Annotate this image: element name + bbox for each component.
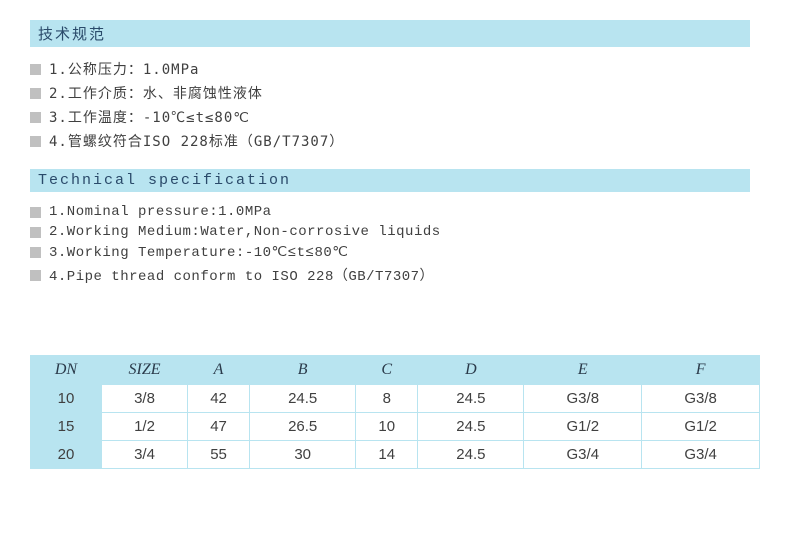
col-header: SIZE [102,356,188,385]
spec-item: 4.管螺纹符合ISO 228标准（GB/T7307） [30,131,770,151]
table-row: 15 1/2 47 26.5 10 24.5 G1/2 G1/2 [31,413,760,441]
col-header: DN [31,356,102,385]
col-header: B [250,356,356,385]
cell: 8 [356,385,418,413]
cell: 47 [188,413,250,441]
cell: G3/4 [642,441,760,469]
cell: 24.5 [250,385,356,413]
cell: 1/2 [102,413,188,441]
cell: 30 [250,441,356,469]
zh-spec-list: 1.公称压力：1.0MPa 2.工作介质：水、非腐蚀性液体 3.工作温度：-10… [30,59,770,151]
en-spec-list: 1.Nominal pressure:1.0MPa 2.Working Medi… [30,204,770,285]
cell: 24.5 [418,441,524,469]
bullet-icon [30,88,41,99]
zh-section-header: 技术规范 [30,20,750,47]
spec-item: 2.工作介质：水、非腐蚀性液体 [30,83,770,103]
spec-text: 3.Working Temperature:-10℃≤t≤80℃ [49,244,349,261]
col-header: A [188,356,250,385]
cell: 14 [356,441,418,469]
table-header-row: DN SIZE A B C D E F [31,356,760,385]
spec-text: 4.管螺纹符合ISO 228标准（GB/T7307） [49,131,344,151]
cell: 42 [188,385,250,413]
col-header: E [524,356,642,385]
spec-item: 3.Working Temperature:-10℃≤t≤80℃ [30,244,770,261]
table-row: 10 3/8 42 24.5 8 24.5 G3/8 G3/8 [31,385,760,413]
cell: G3/8 [642,385,760,413]
col-header: D [418,356,524,385]
col-header: F [642,356,760,385]
en-section-header: Technical specification [30,169,750,192]
spec-item: 4.Pipe thread conform to ISO 228（GB/T730… [30,265,770,285]
bullet-icon [30,247,41,258]
dimensions-table-wrap: DN SIZE A B C D E F 10 3/8 42 24.5 8 24.… [30,355,770,469]
spec-text: 1.公称压力：1.0MPa [49,59,199,79]
bullet-icon [30,64,41,75]
spec-item: 3.工作温度：-10℃≤t≤80℃ [30,107,770,127]
cell: 24.5 [418,385,524,413]
spec-item: 1.公称压力：1.0MPa [30,59,770,79]
cell: 24.5 [418,413,524,441]
cell: G1/2 [642,413,760,441]
cell: 15 [31,413,102,441]
spec-text: 1.Nominal pressure:1.0MPa [49,204,272,220]
cell: 20 [31,441,102,469]
cell: 55 [188,441,250,469]
table-row: 20 3/4 55 30 14 24.5 G3/4 G3/4 [31,441,760,469]
bullet-icon [30,112,41,123]
dimensions-table: DN SIZE A B C D E F 10 3/8 42 24.5 8 24.… [30,355,760,469]
spec-text: 3.工作温度：-10℃≤t≤80℃ [49,107,250,127]
cell: 26.5 [250,413,356,441]
cell: 3/4 [102,441,188,469]
col-header: C [356,356,418,385]
spec-item: 2.Working Medium:Water,Non-corrosive liq… [30,224,770,240]
bullet-icon [30,270,41,281]
bullet-icon [30,227,41,238]
spec-text: 2.工作介质：水、非腐蚀性液体 [49,83,263,103]
cell: G3/8 [524,385,642,413]
cell: 3/8 [102,385,188,413]
bullet-icon [30,136,41,147]
spec-text: 4.Pipe thread conform to ISO 228（GB/T730… [49,265,434,285]
spec-text: 2.Working Medium:Water,Non-corrosive liq… [49,224,441,240]
spec-item: 1.Nominal pressure:1.0MPa [30,204,770,220]
cell: 10 [31,385,102,413]
cell: 10 [356,413,418,441]
bullet-icon [30,207,41,218]
cell: G3/4 [524,441,642,469]
cell: G1/2 [524,413,642,441]
